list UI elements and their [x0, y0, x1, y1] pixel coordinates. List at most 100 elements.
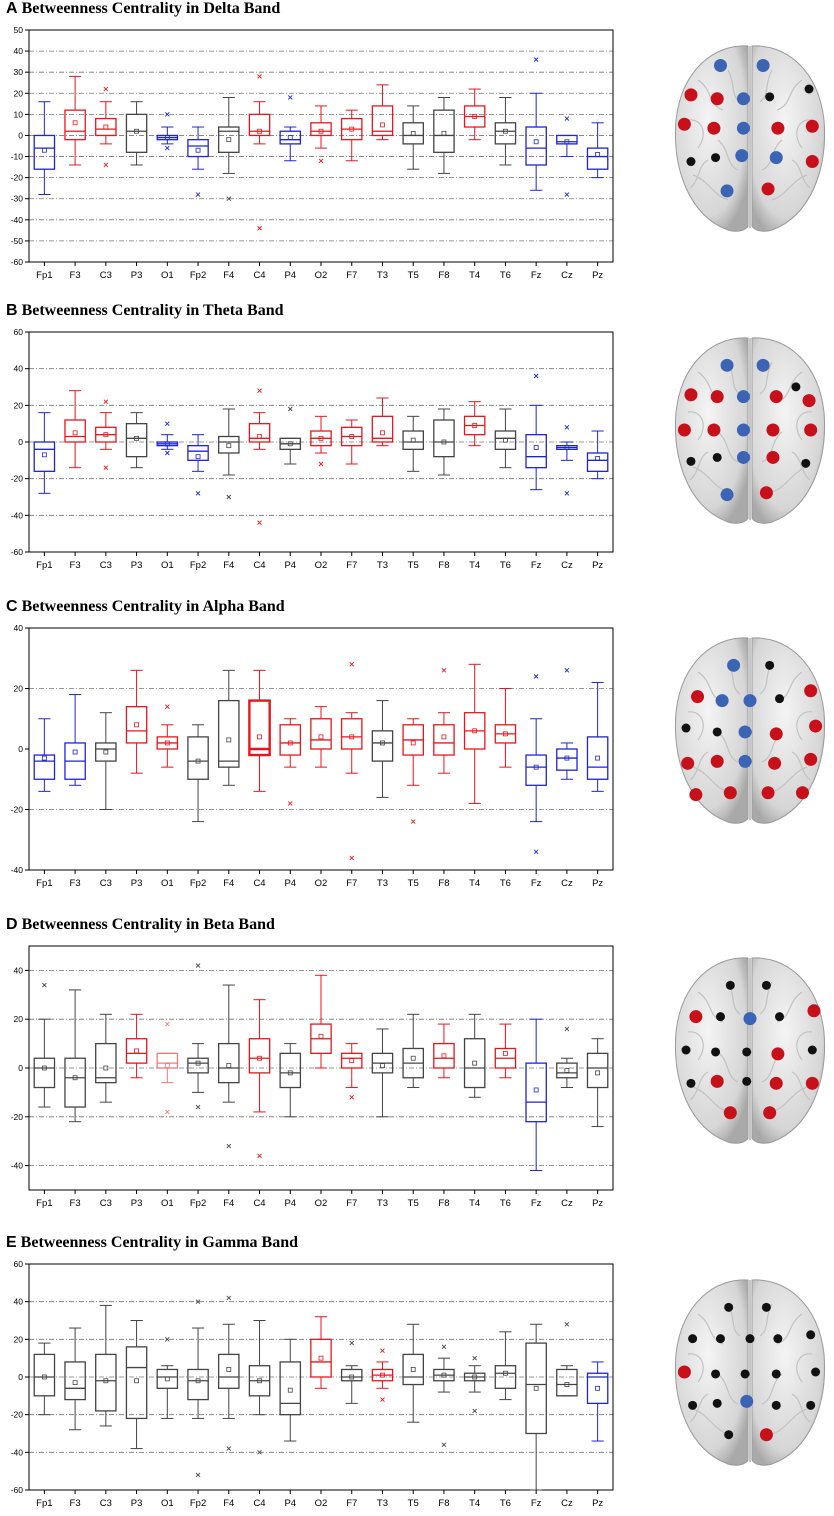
- x-tick-label: Pz: [592, 1198, 603, 1209]
- x-tick-label: O2: [315, 560, 328, 571]
- x-tick-label: F8: [438, 1198, 449, 1209]
- outlier-marker: [257, 388, 262, 393]
- x-tick-label: Fz: [531, 560, 542, 571]
- box: [586, 147, 609, 170]
- mean-marker: [72, 430, 78, 436]
- box: [525, 1342, 547, 1435]
- electrode-node: [801, 458, 811, 468]
- y-tick-label: 0: [18, 1372, 23, 1382]
- box: [33, 754, 56, 780]
- electrode-node: [712, 452, 722, 462]
- electrode-node: [736, 92, 750, 106]
- x-tick-label: T5: [408, 878, 419, 889]
- box: [64, 1361, 86, 1401]
- x-tick-label: C3: [100, 878, 112, 889]
- mean-marker: [441, 734, 447, 740]
- electrode-node: [713, 58, 727, 72]
- panel-title-text: Betweenness Centrality in Beta Band: [21, 916, 275, 933]
- gyrus-fold: [761, 431, 783, 463]
- mean-marker: [533, 139, 539, 145]
- outlier-marker: [441, 1344, 447, 1350]
- y-tick-label: 0: [18, 744, 23, 754]
- x-tick-label: P4: [284, 270, 296, 281]
- electrode-node: [768, 756, 782, 770]
- electrode-node: [775, 694, 785, 704]
- electrode-node: [740, 1394, 754, 1408]
- outlier-marker: [318, 461, 324, 467]
- electrode-node: [707, 423, 721, 437]
- x-tick-label: Fz: [531, 1498, 542, 1509]
- electrode-node: [795, 786, 809, 800]
- panel-title: A Betweenness Centrality in Delta Band: [6, 0, 280, 18]
- x-tick-label: O2: [315, 1198, 328, 1209]
- x-tick-label: F8: [438, 1498, 449, 1509]
- outlier-marker: [564, 1321, 570, 1327]
- outlier-marker: [103, 465, 109, 470]
- box: [33, 1057, 56, 1089]
- x-tick-label: T6: [500, 1198, 511, 1209]
- x-tick-label: Cz: [561, 878, 573, 889]
- x-tick-label: F7: [346, 560, 357, 571]
- mean-marker: [164, 1376, 170, 1382]
- electrode-node: [688, 1400, 698, 1410]
- outlier-marker: [226, 1143, 232, 1149]
- box: [217, 699, 240, 768]
- mean-marker: [380, 1372, 385, 1378]
- electrode-node: [720, 488, 734, 502]
- x-tick-label: P3: [131, 878, 143, 889]
- box: [494, 122, 517, 145]
- electrode-node: [809, 719, 823, 733]
- electrode-node: [711, 1047, 721, 1057]
- mean-marker: [164, 740, 170, 746]
- box: [340, 718, 363, 750]
- mean-marker: [226, 1367, 232, 1372]
- box: [64, 109, 86, 141]
- gyrus-fold: [791, 1071, 811, 1101]
- panel-title: D Betweenness Centrality in Beta Band: [6, 916, 275, 934]
- outlier-marker: [195, 1299, 201, 1304]
- electrode-node: [756, 58, 770, 72]
- mean-marker: [72, 749, 78, 755]
- box: [95, 1042, 117, 1084]
- mean-marker: [595, 1070, 601, 1076]
- x-tick-label: P4: [284, 878, 296, 889]
- outlier-marker: [195, 491, 201, 496]
- gyrus-fold: [771, 466, 808, 493]
- mean-marker: [134, 128, 139, 134]
- outlier-marker: [441, 1442, 447, 1448]
- electrode-node: [710, 1074, 724, 1088]
- y-tick-label: 40: [14, 1297, 24, 1307]
- mean-marker: [103, 1065, 109, 1071]
- x-tick-label: Fp1: [36, 560, 52, 571]
- x-tick-label: Cz: [561, 1198, 573, 1209]
- box: [217, 126, 240, 153]
- mean-marker: [472, 1374, 478, 1380]
- y-tick-label: 50: [14, 26, 24, 35]
- gyrus-fold: [771, 174, 808, 201]
- gyrus-fold: [689, 1071, 709, 1101]
- outlier-marker: [164, 112, 170, 117]
- y-tick-label: 40: [14, 624, 24, 633]
- outlier-marker: [103, 86, 109, 92]
- box: [525, 434, 547, 469]
- outlier-marker: [257, 520, 262, 525]
- outlier-marker: [533, 373, 539, 379]
- x-tick-label: Fp2: [190, 270, 206, 281]
- mean-marker: [134, 722, 139, 728]
- outlier-marker: [564, 668, 570, 673]
- box: [187, 736, 209, 780]
- electrode-node: [681, 1045, 691, 1055]
- y-tick-label: 20: [14, 88, 24, 98]
- mean-marker: [287, 1070, 293, 1076]
- gyrus-fold: [717, 1373, 739, 1405]
- outlier-marker: [42, 982, 47, 988]
- x-tick-label: Fp1: [36, 878, 52, 889]
- x-tick-label: F8: [438, 270, 449, 281]
- y-tick-label: 60: [14, 328, 24, 337]
- x-tick-label: O1: [161, 878, 174, 889]
- x-tick-label: P3: [131, 1498, 143, 1509]
- box: [64, 419, 86, 443]
- electrode-node: [711, 153, 721, 163]
- electrode-node: [769, 151, 783, 165]
- boxplot-alpha: 40 20 0 -20 -40 Fp1 F3 C3 P3 O1 Fp2 F4 C4 P4 O2 F7 T3 T5 F…: [11, 624, 614, 889]
